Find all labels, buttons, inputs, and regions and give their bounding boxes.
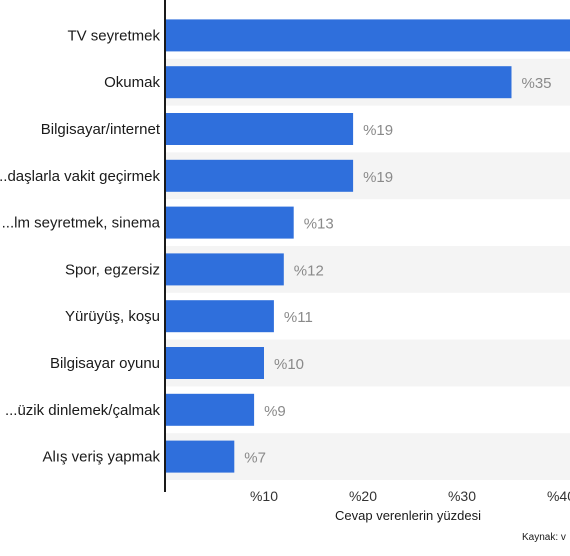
- bar: [165, 253, 284, 286]
- category-label: Bilgisayar oyunu: [50, 355, 160, 372]
- category-label: ...üzik dinlemek/çalmak: [5, 402, 161, 419]
- x-tick-label: %20: [349, 488, 377, 504]
- value-label: %13: [304, 216, 334, 233]
- bar: [165, 347, 264, 379]
- x-tick-label: %10: [250, 488, 278, 504]
- bar: [165, 206, 294, 239]
- bar: [165, 66, 512, 99]
- bar: [165, 440, 235, 473]
- value-label: %19: [363, 169, 393, 186]
- value-label: %11: [284, 309, 313, 326]
- x-tick-label: %40: [547, 488, 570, 504]
- category-label: Bilgisayar/internet: [41, 121, 161, 138]
- category-label: Spor, egzersiz: [65, 261, 160, 278]
- value-label: %10: [274, 356, 304, 373]
- value-label: %19: [363, 122, 393, 139]
- bar: [165, 19, 570, 52]
- category-label: TV seyretmek: [67, 27, 160, 44]
- value-labels: %35 %19 %19 %13 %12 %11 %10 %9 %7: [244, 75, 551, 466]
- value-label: %9: [264, 403, 286, 420]
- x-tick-label: %30: [448, 488, 476, 504]
- x-axis-title: Cevap verenlerin yüzdesi: [335, 508, 481, 523]
- bar: [165, 393, 255, 426]
- bar: [165, 159, 354, 192]
- category-label: ...lm seyretmek, sinema: [2, 215, 161, 232]
- category-label: Okumak: [104, 74, 160, 91]
- category-labels: TV seyretmek Okumak Bilgisayar/internet...…: [0, 27, 161, 465]
- category-label: Alış veriş yapmak: [42, 449, 160, 466]
- value-label: %35: [522, 75, 552, 92]
- source-note: Kaynak: v: [522, 532, 566, 543]
- value-label: %7: [244, 450, 266, 467]
- bar: [165, 113, 354, 145]
- bars: [165, 19, 570, 473]
- x-tick-labels: %10 %20 %30 %40: [250, 488, 570, 504]
- category-label: ...daşlarla vakit geçirmek: [0, 168, 160, 185]
- value-label: %12: [294, 262, 324, 279]
- category-label: Yürüyüş, koşu: [65, 308, 160, 325]
- bar: [165, 300, 274, 333]
